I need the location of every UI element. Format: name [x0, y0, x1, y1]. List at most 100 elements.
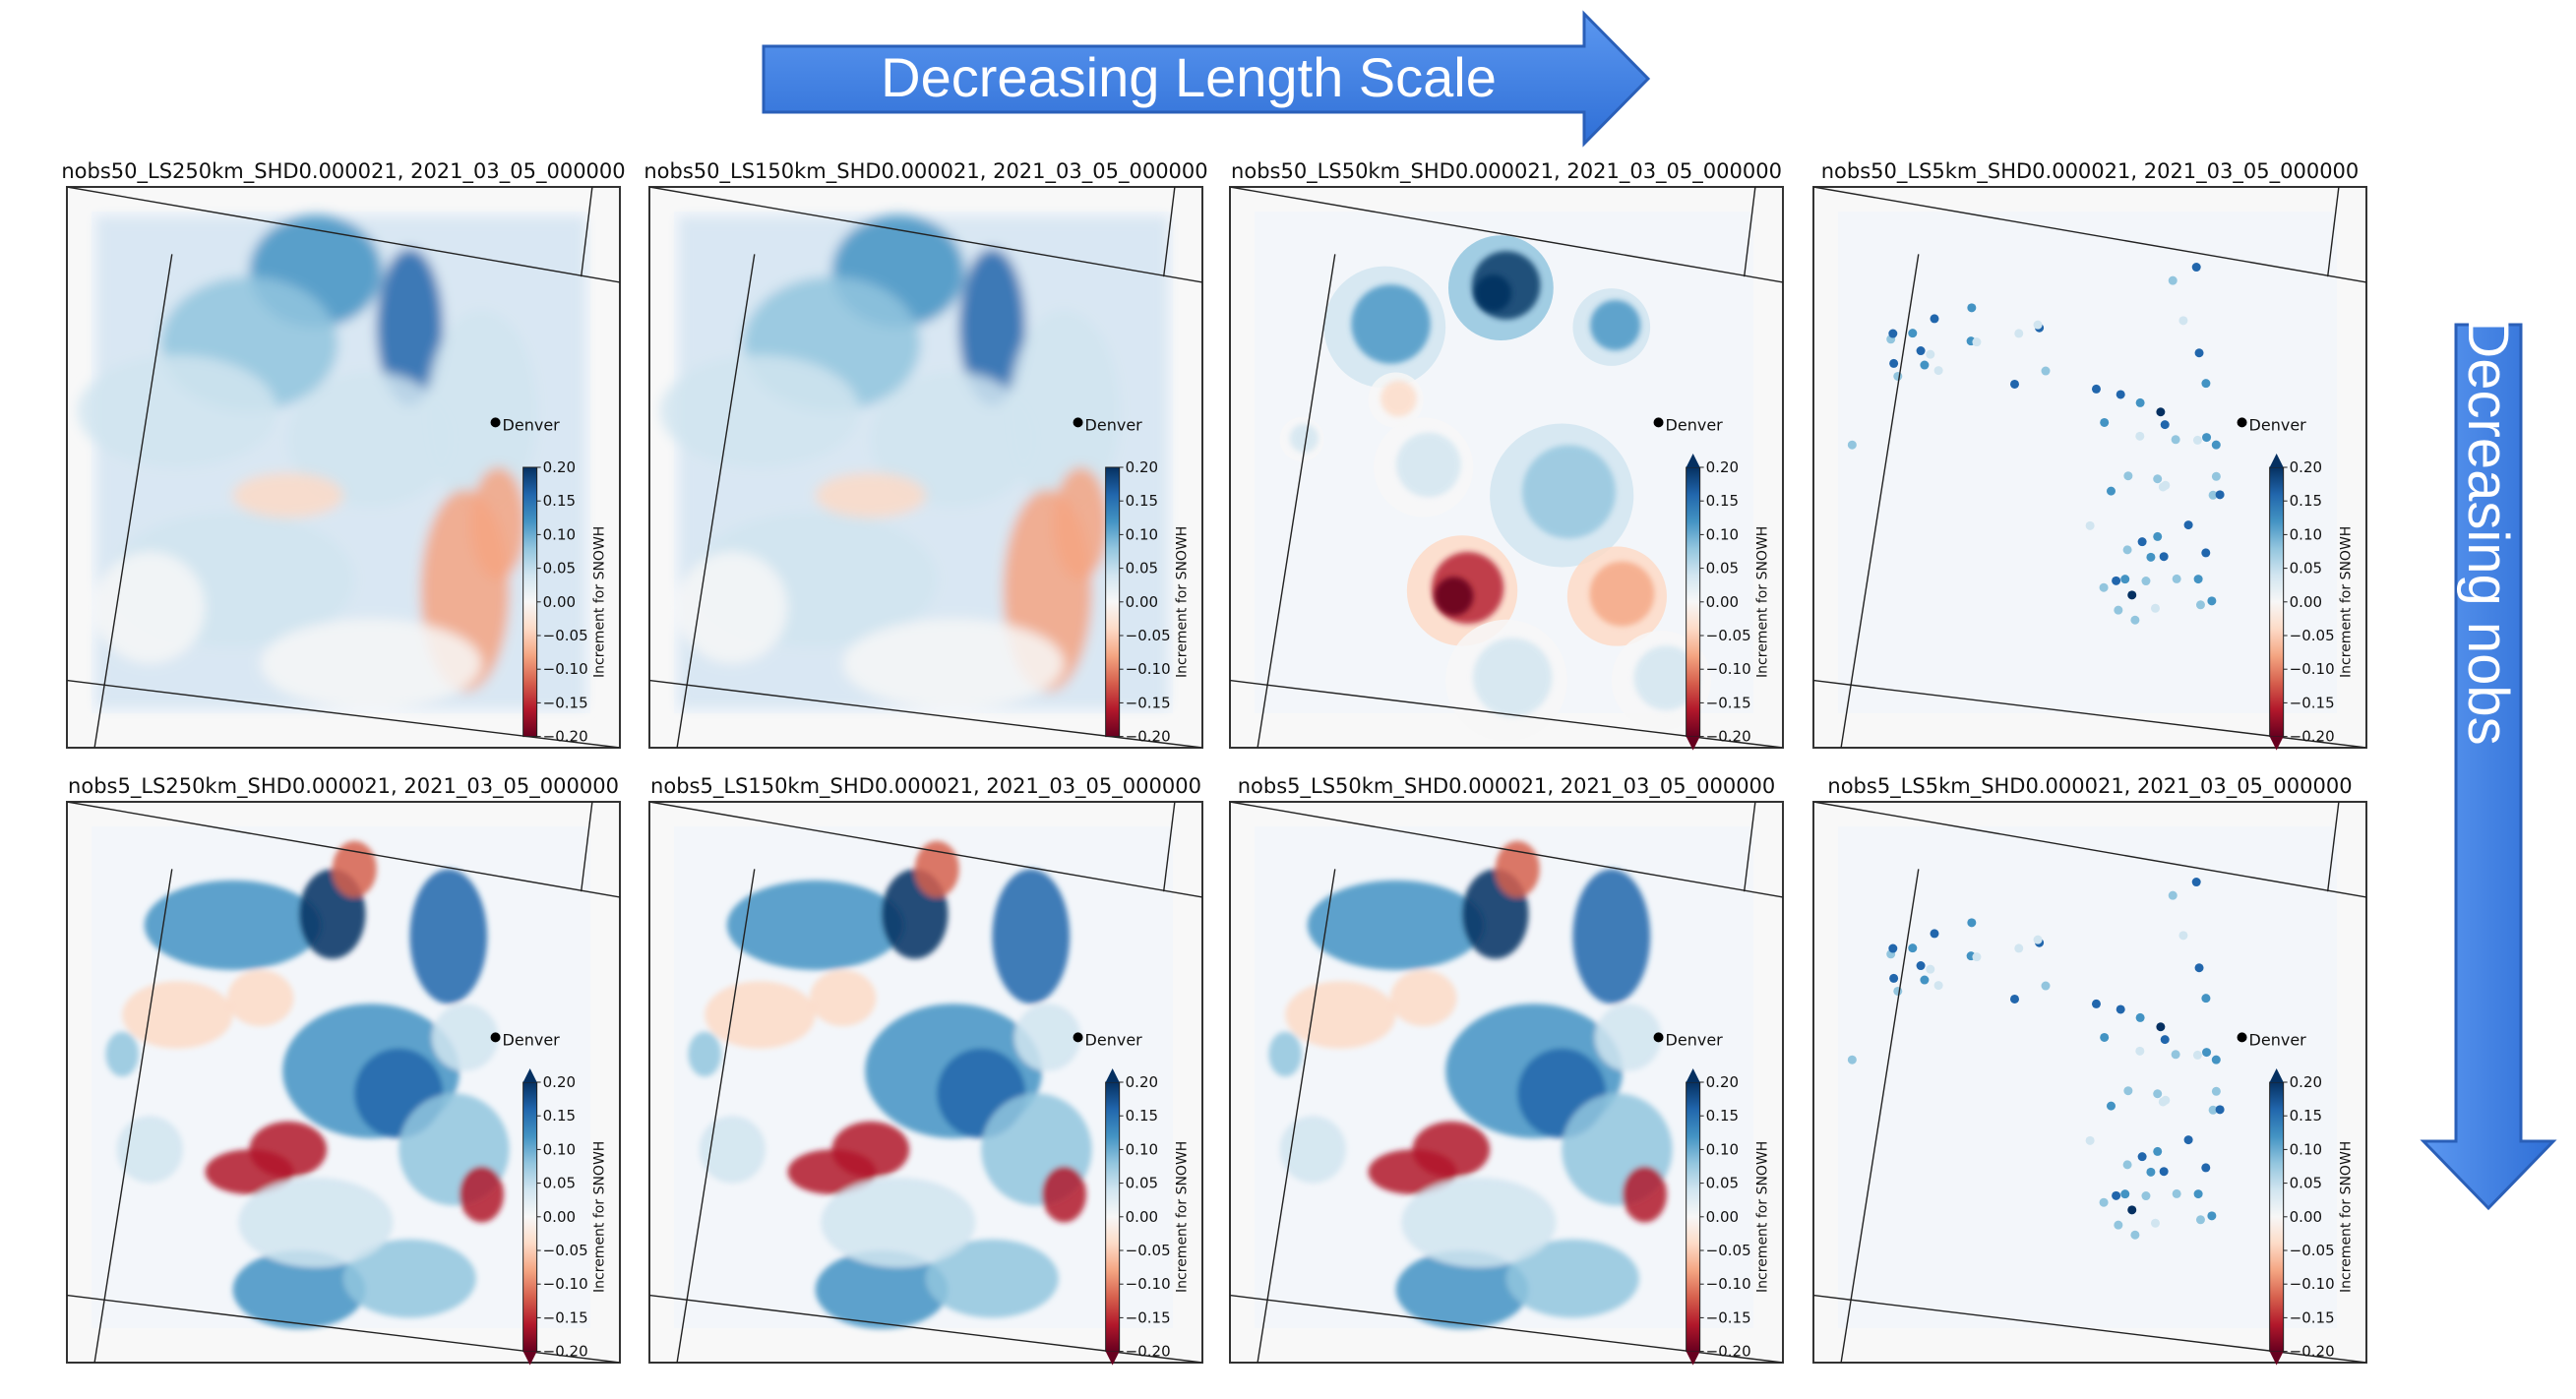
colorbar-label: Increment for SNOWH [1175, 526, 1191, 678]
colorbar-tick: 0.20 [1706, 1073, 1739, 1091]
decreasing-nobs-arrow: Decreasing nobs [2420, 317, 2557, 1211]
denver-marker [1653, 1032, 1664, 1043]
denver-label: Denver [2249, 1030, 2307, 1049]
denver-label: Denver [503, 1030, 561, 1049]
colorbar-tick: 0.05 [2290, 1175, 2322, 1192]
colorbar-tick: 0.05 [543, 1175, 576, 1192]
colorbar-tick: −0.20 [1126, 728, 1171, 746]
colorbar-tick: −0.10 [543, 660, 588, 678]
colorbar: 0.20 0.15 0.10 0.05 0.00 −0.05 −0.10 −0.15 −0.20… [1105, 1068, 1191, 1366]
colorbar-tick: −0.15 [1706, 1308, 1751, 1326]
colorbar-tick: 0.20 [1126, 1073, 1158, 1091]
panel-title: nobs5_LS150km_SHD0.000021, 2021_03_05_00… [650, 774, 1201, 799]
colorbar-tick: 0.10 [543, 525, 576, 543]
colorbar-tick: −0.05 [1706, 1242, 1751, 1259]
denver-marker [2237, 417, 2247, 428]
colorbar-tick: 0.10 [543, 1140, 576, 1158]
colorbar-tick: 0.15 [2290, 1107, 2322, 1125]
colorbar-label: Increment for SNOWH [2339, 526, 2355, 678]
colorbar-tick: −0.15 [1706, 694, 1751, 711]
colorbar-tick: 0.10 [1706, 1140, 1739, 1158]
colorbar-tick: 0.20 [1126, 458, 1158, 476]
colorbar-tick: 0.10 [1706, 525, 1739, 543]
map-panel: nobs50_LS50km_SHD0.000021, 2021_03_05_00… [1229, 159, 1784, 751]
colorbar-tick: −0.10 [2290, 660, 2335, 678]
colorbar: 0.20 0.15 0.10 0.05 0.00 −0.05 −0.10 −0.15 −0.20… [1686, 454, 1771, 751]
colorbar-tick: 0.20 [2290, 1073, 2322, 1091]
colorbar-tick: −0.05 [2290, 1242, 2335, 1259]
colorbar-tick: 0.20 [543, 1073, 576, 1091]
colorbar-tick: −0.20 [1126, 1343, 1171, 1361]
colorbar-tick: −0.10 [1126, 660, 1171, 678]
colorbar-tick: 0.20 [543, 458, 576, 476]
colorbar-tick: 0.15 [1706, 1107, 1739, 1125]
colorbar-tick: −0.05 [2290, 627, 2335, 644]
colorbar-tick: 0.00 [1706, 593, 1739, 611]
colorbar-tick: 0.20 [1706, 458, 1739, 476]
colorbar-tick: 0.00 [543, 1208, 576, 1226]
colorbar-tick: −0.20 [543, 728, 588, 746]
colorbar-tick: 0.15 [1126, 492, 1158, 510]
colorbar: 0.20 0.15 0.10 0.05 0.00 −0.05 −0.10 −0.15 −0.20… [522, 458, 608, 746]
colorbar-tick: 0.15 [1706, 492, 1739, 510]
colorbar-tick: −0.15 [543, 694, 588, 711]
colorbar: 0.20 0.15 0.10 0.05 0.00 −0.05 −0.10 −0.15 −0.20… [522, 1068, 608, 1366]
colorbar-tick: −0.20 [1706, 1343, 1751, 1361]
colorbar-label: Increment for SNOWH [1755, 1141, 1771, 1293]
colorbar-tick: 0.20 [2290, 458, 2322, 476]
panel-title: nobs5_LS250km_SHD0.000021, 2021_03_05_00… [68, 774, 619, 799]
right-arrow-shape [762, 10, 1651, 148]
colorbar-label: Increment for SNOWH [1175, 1141, 1191, 1293]
down-arrow-shape [2420, 323, 2557, 1211]
colorbar-tick: 0.00 [1126, 1208, 1158, 1226]
map-panel: nobs5_LS5km_SHD0.000021, 2021_03_05_0000… [1812, 774, 2367, 1366]
denver-label: Denver [1666, 415, 1724, 434]
colorbar-tick: −0.20 [2290, 728, 2335, 746]
colorbar-tick: 0.05 [2290, 560, 2322, 578]
colorbar-tick: 0.05 [1126, 560, 1158, 578]
nobs-label: Decreasing nobs [2456, 317, 2520, 745]
panel-title: nobs50_LS50km_SHD0.000021, 2021_03_05_00… [1231, 159, 1782, 184]
colorbar: 0.20 0.15 0.10 0.05 0.00 −0.05 −0.10 −0.15 −0.20… [1686, 1068, 1771, 1366]
colorbar-tick: 0.00 [543, 593, 576, 611]
colorbar-tick: −0.10 [1706, 1275, 1751, 1293]
colorbar-tick: −0.05 [1126, 627, 1171, 644]
panel-title: nobs5_LS50km_SHD0.000021, 2021_03_05_000… [1238, 774, 1776, 799]
colorbar-tick: −0.15 [1126, 694, 1171, 711]
colorbar-tick: 0.15 [2290, 492, 2322, 510]
map-panel: nobs5_LS50km_SHD0.000021, 2021_03_05_000… [1229, 774, 1784, 1366]
colorbar-tick: 0.00 [2290, 1208, 2322, 1226]
colorbar-tick: 0.00 [1706, 1208, 1739, 1226]
colorbar: 0.20 0.15 0.10 0.05 0.00 −0.05 −0.10 −0.15 −0.20… [2269, 1068, 2355, 1366]
colorbar-label: Increment for SNOWH [592, 1141, 608, 1293]
colorbar-label: Increment for SNOWH [1755, 526, 1771, 678]
map-panel: nobs5_LS250km_SHD0.000021, 2021_03_05_00… [66, 774, 621, 1366]
map-panel: nobs50_LS5km_SHD0.000021, 2021_03_05_000… [1812, 159, 2367, 751]
colorbar-tick: 0.10 [1126, 525, 1158, 543]
colorbar-tick: −0.15 [2290, 694, 2335, 711]
colorbar-tick: 0.05 [1706, 1175, 1739, 1192]
denver-label: Denver [503, 415, 561, 434]
denver-label: Denver [1666, 1030, 1724, 1049]
colorbar-tick: −0.05 [543, 1242, 588, 1259]
colorbar: 0.20 0.15 0.10 0.05 0.00 −0.05 −0.10 −0.15 −0.20… [2269, 454, 2355, 751]
colorbar: 0.20 0.15 0.10 0.05 0.00 −0.05 −0.10 −0.15 −0.20… [1105, 458, 1191, 746]
panel-title: nobs5_LS5km_SHD0.000021, 2021_03_05_0000… [1827, 774, 2352, 799]
colorbar-tick: −0.15 [543, 1308, 588, 1326]
panel-title: nobs50_LS5km_SHD0.000021, 2021_03_05_000… [1821, 159, 2360, 184]
map-panel: nobs50_LS150km_SHD0.000021, 2021_03_05_0… [644, 159, 1208, 749]
colorbar-tick: 0.05 [543, 560, 576, 578]
colorbar-tick: −0.10 [1126, 1275, 1171, 1293]
colorbar-tick: 0.05 [1706, 560, 1739, 578]
denver-marker [1653, 417, 1664, 428]
colorbar-tick: 0.15 [543, 492, 576, 510]
colorbar-tick: −0.15 [2290, 1308, 2335, 1326]
colorbar-tick: 0.00 [2290, 593, 2322, 611]
map-panel: nobs50_LS250km_SHD0.000021, 2021_03_05_0… [61, 159, 626, 749]
colorbar-tick: 0.10 [2290, 1140, 2322, 1158]
colorbar-tick: 0.15 [1126, 1107, 1158, 1125]
denver-label: Denver [2249, 415, 2307, 434]
denver-marker [490, 417, 501, 428]
colorbar-tick: −0.10 [543, 1275, 588, 1293]
